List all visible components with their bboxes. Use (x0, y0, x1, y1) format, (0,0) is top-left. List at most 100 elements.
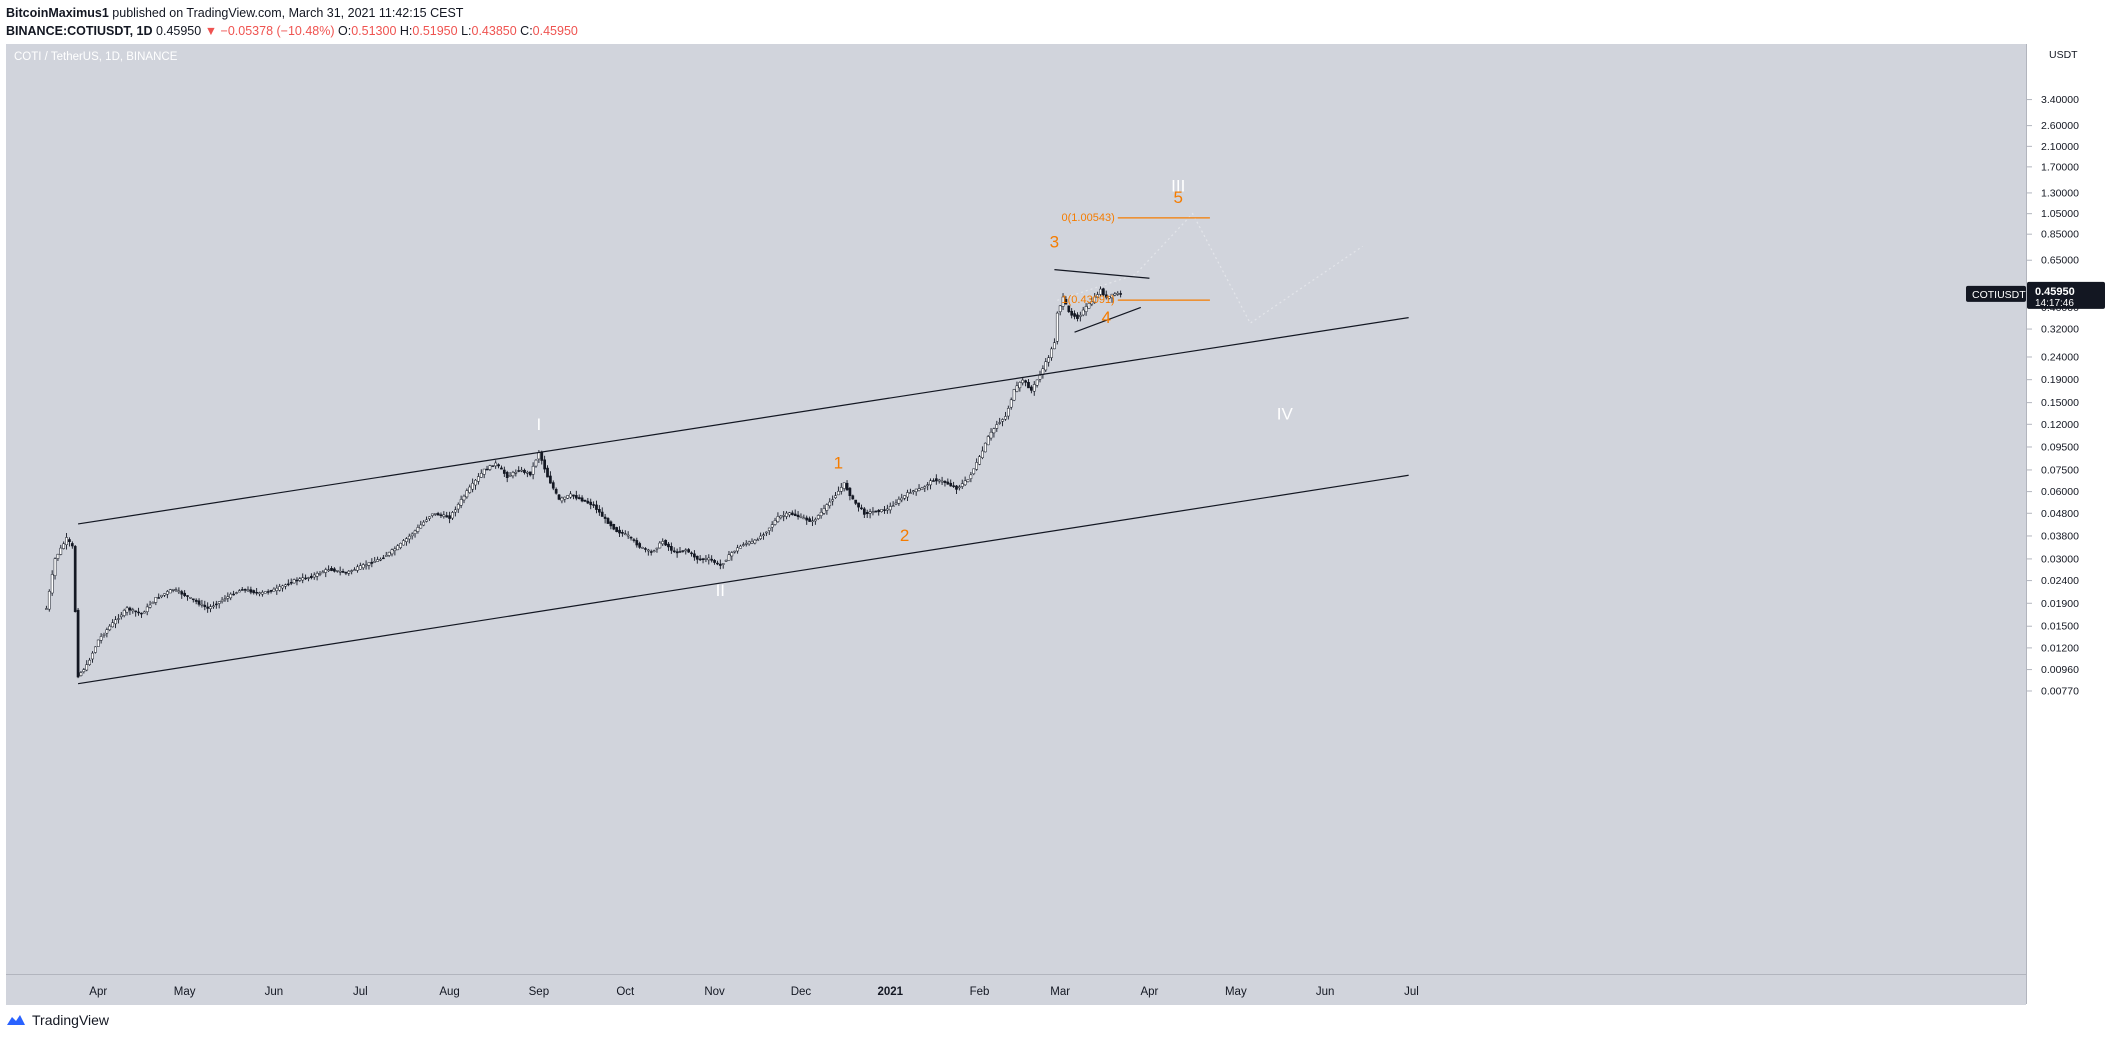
candle (563, 496, 567, 503)
candle (998, 417, 1002, 425)
candle (1096, 291, 1099, 299)
candle (500, 465, 503, 470)
candle (105, 627, 109, 638)
candle (62, 541, 66, 550)
candle (551, 480, 555, 491)
symbol-name: BINANCE:COTIUSDT, 1D (6, 24, 153, 38)
candle (1119, 290, 1122, 298)
candle (393, 546, 397, 556)
price-axis[interactable]: USDT 3.40000 2.60000 2.10000 1.70000 1.30000… (2026, 44, 2107, 1004)
chart-pane[interactable]: COTI / TetherUS, 1D, BINANCE 0(1.00543) 1… (6, 44, 2026, 1004)
candle (759, 532, 762, 541)
chart-canvas[interactable]: COTI / TetherUS, 1D, BINANCE 0(1.00543) 1… (6, 44, 2026, 1004)
candle (1116, 291, 1120, 296)
candle (223, 595, 227, 602)
current-price-value: 0.45950 (2035, 286, 2075, 298)
candle (68, 537, 71, 547)
candle (862, 507, 866, 519)
open-label: O: (338, 24, 352, 38)
candle (583, 499, 587, 502)
candle (580, 495, 584, 503)
candle (906, 489, 909, 502)
candle (433, 513, 437, 517)
fib-level-label: 1(0.43091) (1062, 294, 1115, 306)
candle (854, 499, 858, 506)
candle (318, 570, 322, 577)
candle (416, 524, 420, 534)
candle (220, 597, 224, 604)
candle (880, 509, 883, 513)
candle (707, 554, 711, 565)
candle (243, 588, 247, 593)
candle (687, 548, 690, 553)
author-name[interactable]: BitcoinMaximus1 (6, 6, 109, 20)
candle (1090, 297, 1094, 307)
candle (629, 536, 633, 541)
candle (128, 606, 132, 615)
open-value: 0.51300 (351, 24, 397, 38)
candle (479, 469, 483, 478)
candle (960, 479, 964, 489)
candle (572, 494, 575, 500)
candle (1035, 379, 1039, 388)
y-tick-label: 0.06000 (2041, 486, 2079, 498)
candle (664, 539, 667, 547)
candle (430, 513, 434, 518)
candle (618, 526, 621, 538)
candle (203, 600, 207, 611)
candle (428, 516, 431, 521)
candle (937, 478, 941, 484)
candle (747, 540, 751, 546)
candle (261, 590, 264, 597)
candle (528, 471, 532, 477)
candle (442, 511, 446, 519)
candle (549, 471, 552, 484)
candle (903, 495, 906, 501)
candle (485, 465, 489, 471)
candle (413, 529, 417, 538)
candle (53, 557, 57, 580)
candle (814, 517, 817, 525)
candle (1064, 296, 1068, 305)
candle (321, 570, 325, 574)
candle (96, 639, 100, 647)
candle (91, 651, 94, 663)
candle (252, 589, 256, 595)
footer: TradingView (6, 1012, 109, 1028)
candle (1032, 381, 1036, 396)
candle (298, 577, 302, 583)
candle (151, 601, 155, 605)
candle (632, 538, 636, 543)
last-price: 0.45950 (156, 24, 202, 38)
candle (770, 521, 774, 532)
candle (1058, 305, 1062, 316)
candle (350, 569, 354, 575)
candle (1044, 358, 1048, 372)
candle (238, 589, 241, 593)
candle (451, 510, 454, 520)
y-tick-label: 0.04800 (2041, 508, 2079, 520)
candle (1030, 385, 1033, 394)
candle (263, 591, 267, 594)
y-tick-label: 2.60000 (2041, 120, 2079, 132)
candle (871, 507, 875, 516)
candle (373, 556, 377, 563)
candle (295, 577, 299, 586)
x-tick-label: Dec (791, 986, 812, 998)
candle (773, 517, 777, 526)
candle (744, 540, 748, 547)
candle (197, 598, 201, 607)
time-axis[interactable]: Apr May Jun Jul Aug Sep Oct Nov Dec 2021 Feb Mar Apr… (6, 974, 2026, 1005)
candle (914, 488, 918, 496)
y-tick-label: 0.03800 (2041, 530, 2079, 542)
candle (1047, 355, 1050, 367)
candle (543, 455, 546, 473)
candle (586, 497, 590, 505)
candle (920, 486, 924, 490)
candle (171, 588, 175, 593)
candle (934, 474, 938, 485)
footer-brand[interactable]: TradingView (32, 1012, 110, 1028)
candle (978, 454, 981, 466)
candle (923, 485, 927, 492)
